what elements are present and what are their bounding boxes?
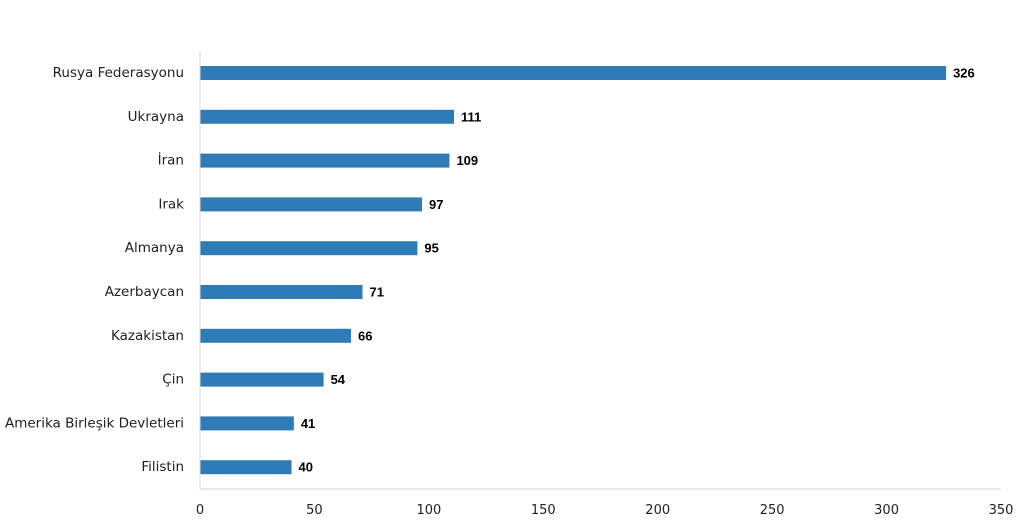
bar	[200, 241, 418, 256]
category-label: Çin	[162, 372, 184, 388]
bar	[200, 197, 422, 212]
bar	[200, 460, 292, 475]
bars-group	[200, 66, 947, 475]
value-labels-group: 326 111 109 97 95 71 66 54 41 40	[299, 66, 975, 475]
data-label: 109	[456, 153, 478, 168]
category-label: Amerika Birleşik Devletleri	[5, 415, 184, 431]
bar	[200, 153, 450, 168]
x-tick-label: 250	[760, 503, 785, 518]
bar	[200, 109, 455, 124]
x-tick-label: 300	[874, 503, 899, 518]
axes-group	[199, 50, 1001, 490]
bar	[200, 285, 363, 299]
category-label: Ukrayna	[128, 109, 184, 125]
data-label: 54	[331, 372, 346, 387]
category-label: Irak	[158, 196, 184, 212]
category-label: Filistin	[141, 459, 184, 475]
x-tick-label: 200	[645, 503, 670, 518]
bar	[200, 416, 294, 431]
category-label: Kazakistan	[111, 328, 184, 344]
x-tick-label: 0	[196, 503, 204, 518]
data-label: 95	[424, 241, 438, 256]
data-label: 97	[429, 197, 443, 212]
bar	[200, 328, 352, 343]
bar	[200, 66, 947, 80]
x-tick-label: 50	[306, 503, 323, 518]
category-label: Rusya Federasyonu	[53, 65, 184, 81]
data-label: 40	[299, 460, 313, 475]
category-label: Almanya	[125, 240, 184, 256]
category-label: Azerbaycan	[105, 284, 184, 300]
data-label: 66	[358, 328, 372, 343]
x-tick-labels-group: 0 50 100 150 200 250 300 350	[196, 503, 1014, 518]
bar	[200, 372, 324, 387]
data-label: 111	[461, 109, 481, 124]
category-label: İran	[158, 151, 184, 169]
x-tick-label: 100	[416, 503, 441, 518]
data-label: 41	[301, 416, 315, 431]
category-labels-group: Rusya Federasyonu Ukrayna İran Irak Almanya A…	[5, 65, 184, 475]
data-label: 71	[369, 285, 383, 300]
data-label: 326	[953, 66, 975, 81]
x-tick-label: 350	[989, 503, 1014, 518]
x-tick-label: 150	[531, 503, 556, 518]
